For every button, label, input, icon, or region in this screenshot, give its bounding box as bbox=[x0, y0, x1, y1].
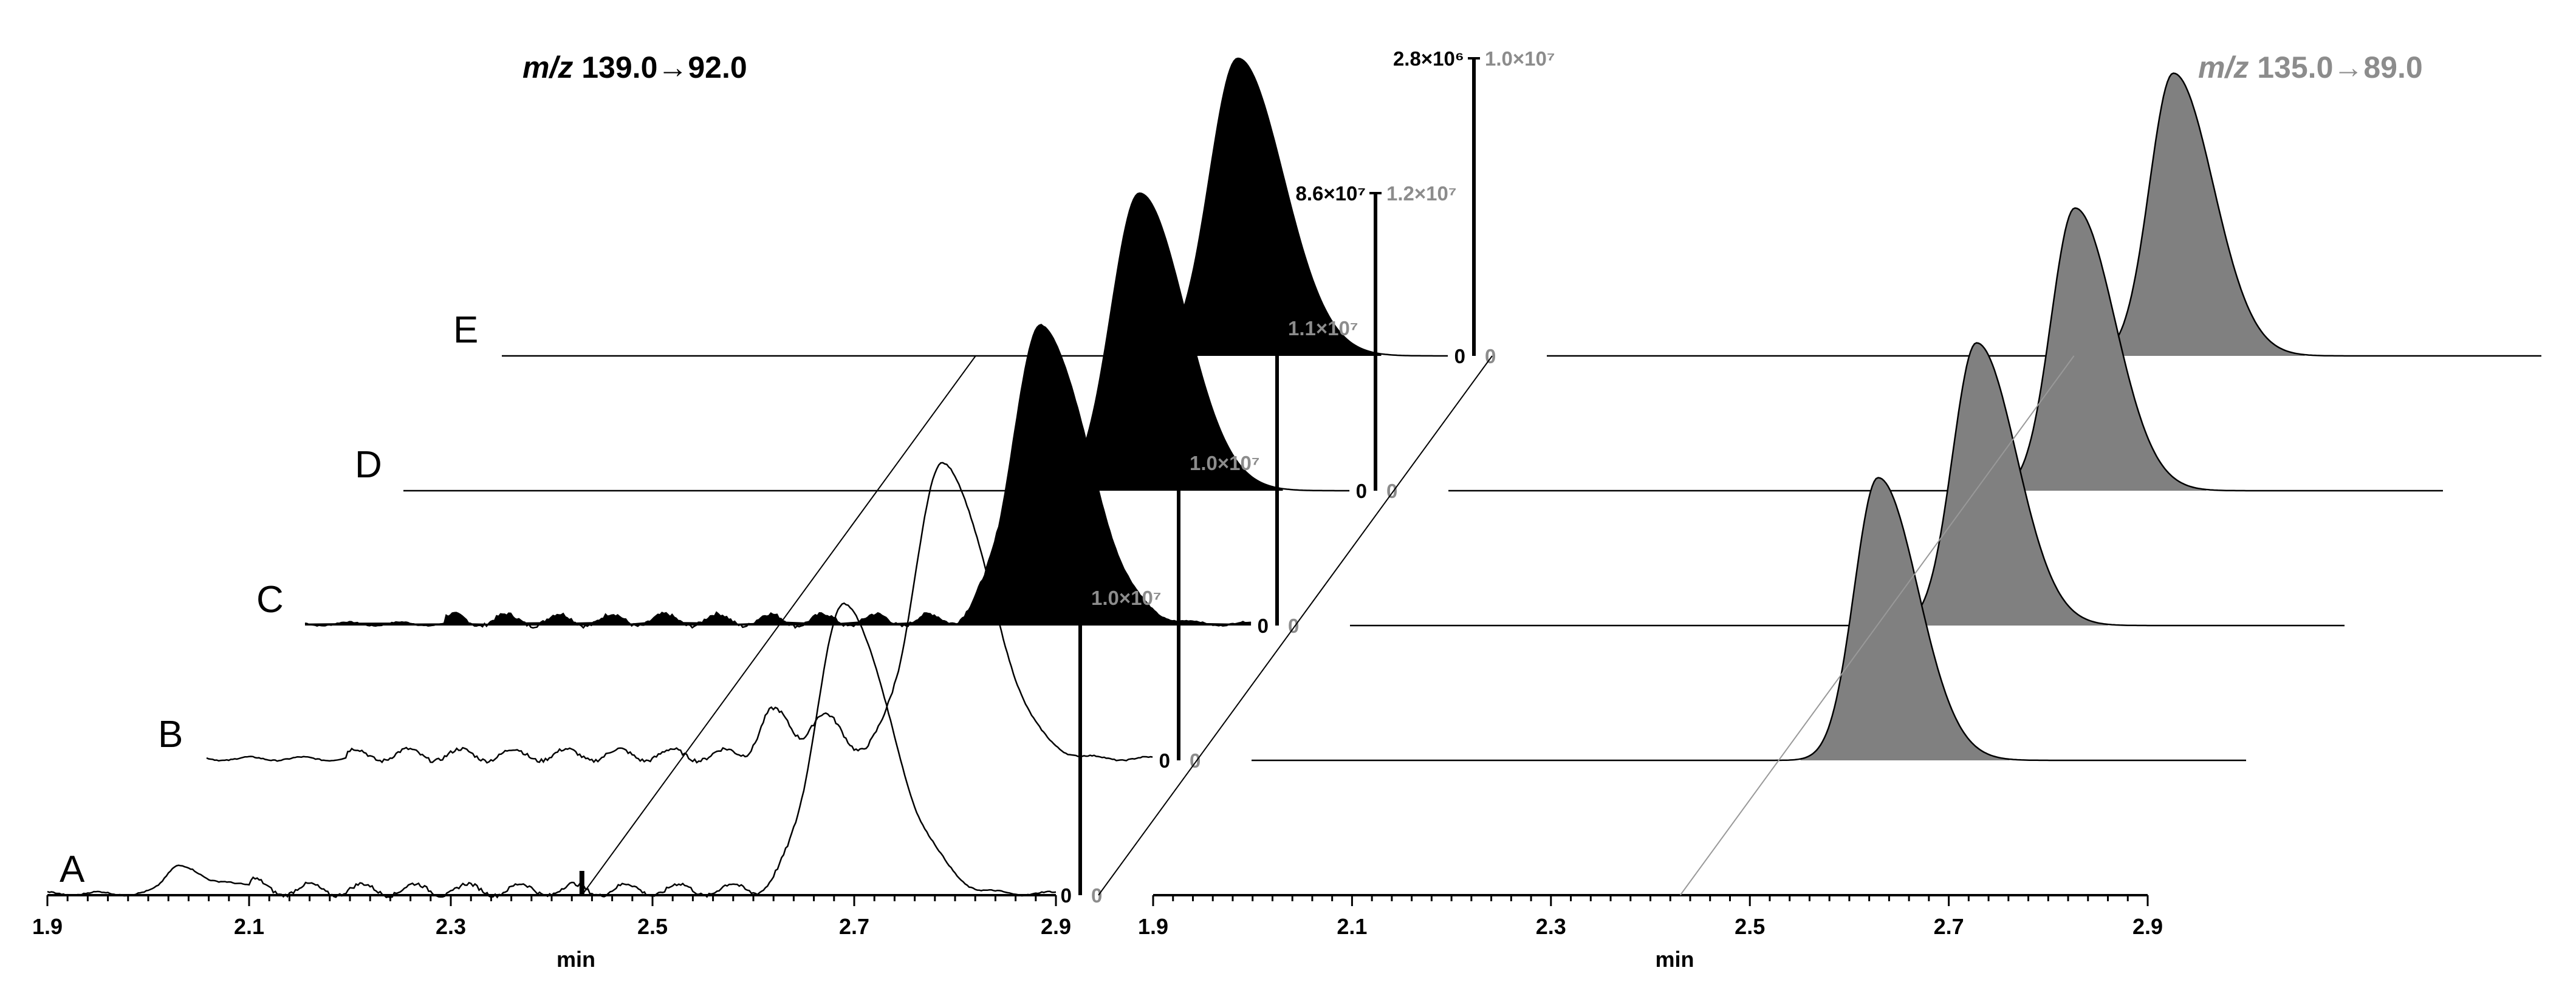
peak-fill-D bbox=[1050, 193, 1283, 491]
left-panel-title: m/z 139.0→92.0 bbox=[522, 50, 747, 84]
right-x-axis: 1.9 2.1 2.3 2.5 2.7 2.9 bbox=[1138, 894, 2163, 939]
x-tick-label: 2.1 bbox=[234, 914, 264, 939]
retention-time-guides bbox=[579, 355, 2075, 896]
trace-E bbox=[1547, 72, 2541, 357]
trace-D bbox=[403, 192, 1350, 492]
scale-zero-left: 0 bbox=[1061, 884, 1072, 907]
trace-label-B: B bbox=[158, 714, 183, 756]
trace-label-D: D bbox=[355, 444, 382, 486]
peak-fill-E bbox=[1149, 58, 1382, 356]
scale-zero-left: 0 bbox=[1356, 480, 1367, 502]
scale-max-right: 1.0×10⁷ bbox=[1091, 587, 1161, 609]
x-tick-label: 2.3 bbox=[436, 914, 466, 939]
scale-max-left: 2.7×10⁴ bbox=[1196, 317, 1267, 339]
title-transition: 135.0→89.0 bbox=[2249, 50, 2422, 84]
right-retention-guide bbox=[1679, 355, 2075, 896]
scale-zero-left: 0 bbox=[1258, 615, 1269, 637]
depth-axis bbox=[1098, 355, 1493, 896]
trace-E bbox=[502, 57, 1448, 357]
title-italic: m/z bbox=[2198, 50, 2249, 84]
trace-B bbox=[206, 462, 1153, 764]
x-tick-label: 2.9 bbox=[2132, 914, 2163, 939]
x-tick-label: 2.9 bbox=[1041, 914, 1071, 939]
left-traces: E D C B A bbox=[47, 57, 1448, 899]
scale-max-right: 1.2×10⁷ bbox=[1386, 182, 1456, 205]
scale-max-right: 1.0×10⁷ bbox=[1485, 47, 1555, 70]
x-tick-label: 2.3 bbox=[1536, 914, 1566, 939]
scale-max-left: 8.6×10⁷ bbox=[1296, 182, 1366, 205]
trace-C bbox=[304, 324, 1252, 629]
x-tick-label: 2.7 bbox=[1934, 914, 1964, 939]
peak-fill-D bbox=[1997, 208, 2207, 491]
peak-fill-E bbox=[2095, 73, 2305, 356]
trace-D bbox=[1448, 207, 2443, 492]
trace-B bbox=[1252, 477, 2246, 762]
trace-C bbox=[1350, 342, 2345, 627]
trace-label-C: C bbox=[256, 579, 284, 621]
scale-max-left: 2.2×10⁴ bbox=[1097, 452, 1169, 474]
title-italic: m/z bbox=[522, 50, 573, 84]
peak-fill-C bbox=[305, 324, 1252, 626]
x-tick-label: 1.9 bbox=[1138, 914, 1168, 939]
right-x-axis-label: min bbox=[1655, 947, 1694, 972]
right-traces bbox=[1153, 72, 2541, 896]
trace-A bbox=[47, 602, 1057, 899]
scale-max-right: 1.1×10⁷ bbox=[1288, 317, 1358, 339]
trace-label-E: E bbox=[453, 309, 478, 351]
x-tick-label: 2.7 bbox=[839, 914, 869, 939]
x-tick-label: 1.9 bbox=[32, 914, 63, 939]
right-panel-title: m/z 135.0→89.0 bbox=[2198, 50, 2423, 84]
left-retention-guide bbox=[581, 355, 976, 896]
left-x-axis: 1.9 2.1 2.3 2.5 2.7 2.9 bbox=[32, 894, 1071, 939]
title-transition: 139.0→92.0 bbox=[573, 50, 747, 84]
peak-fill-C bbox=[1899, 343, 2108, 626]
left-x-axis-label: min bbox=[557, 947, 595, 972]
right-panel: m/z 135.0→89.0 1.9 2.1 2.3 2.5 2.7 2.9 min bbox=[1138, 50, 2541, 972]
x-tick-label: 2.5 bbox=[637, 914, 668, 939]
scale-zero-left: 0 bbox=[1159, 749, 1170, 772]
scale-zero-right: 0 bbox=[1091, 884, 1102, 907]
scale-max-left: 2.5×10⁴ bbox=[999, 587, 1070, 609]
scale-max-left: 2.8×10⁶ bbox=[1393, 47, 1464, 70]
scale-max-right: 1.0×10⁷ bbox=[1190, 452, 1259, 474]
peak-fill-B bbox=[1800, 477, 2010, 760]
trace-label-A: A bbox=[60, 848, 85, 890]
scale-zero-left: 0 bbox=[1454, 345, 1465, 367]
x-tick-label: 2.1 bbox=[1337, 914, 1367, 939]
x-tick-label: 2.5 bbox=[1735, 914, 1765, 939]
